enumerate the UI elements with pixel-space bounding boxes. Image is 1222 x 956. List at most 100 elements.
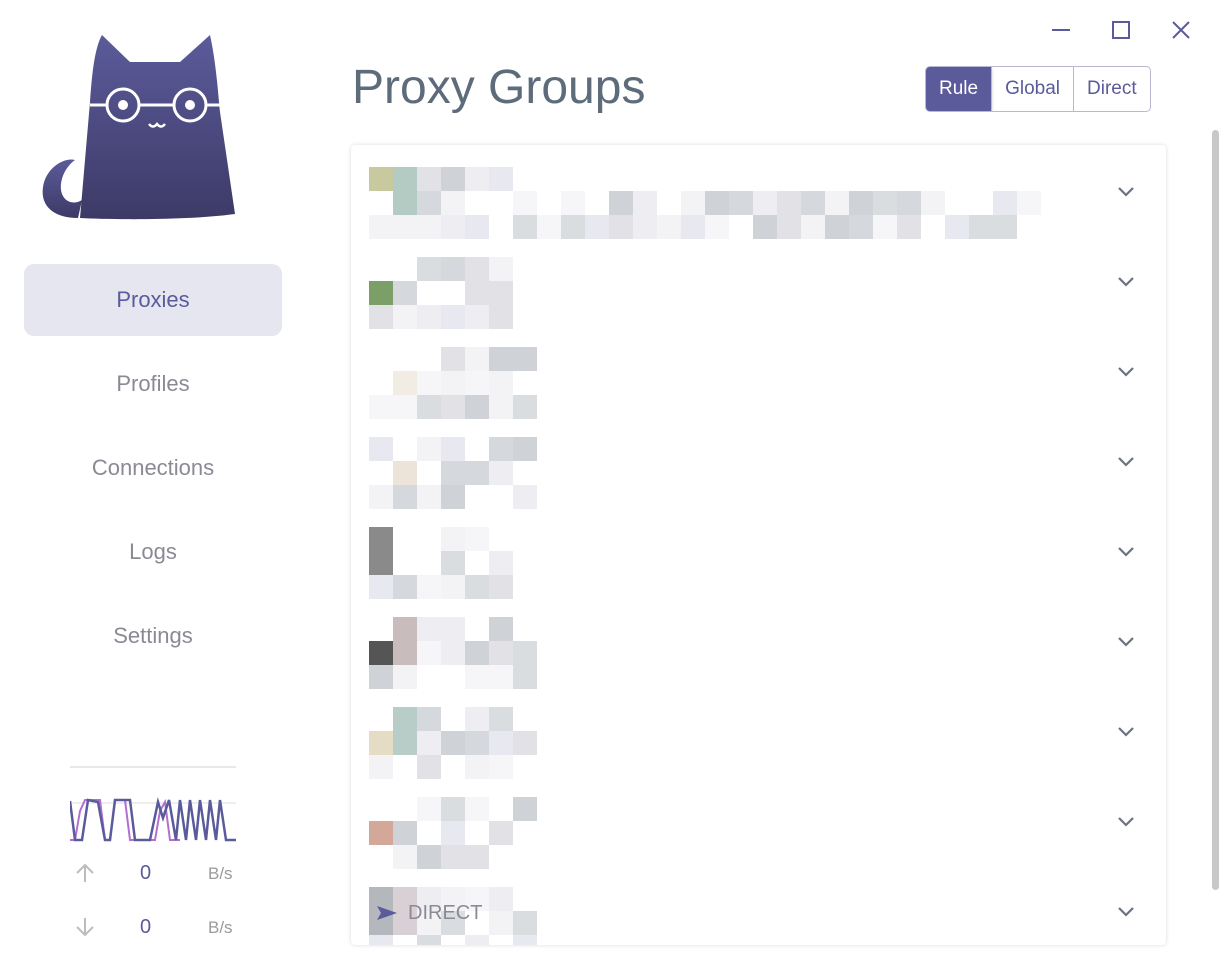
obscured-text-pixel (417, 395, 441, 419)
proxy-group-item[interactable] (351, 325, 1166, 419)
obscured-text-pixel (393, 215, 417, 239)
obscured-text-pixel (513, 731, 537, 755)
obscured-text-pixel (393, 485, 417, 509)
chevron-down-icon[interactable] (1116, 811, 1136, 831)
obscured-text-pixel (369, 935, 393, 945)
obscured-text-pixel (849, 215, 873, 239)
obscured-text-pixel (393, 281, 417, 305)
obscured-text-pixel (441, 551, 465, 575)
chevron-down-icon[interactable] (1116, 271, 1136, 291)
minimize-icon[interactable] (1049, 18, 1073, 42)
sidebar-item-settings[interactable]: Settings (24, 600, 282, 672)
proxy-group-item[interactable] (351, 505, 1166, 599)
obscured-text-pixel (465, 281, 489, 305)
obscured-text-pixel (441, 575, 465, 599)
maximize-icon[interactable] (1109, 18, 1133, 42)
obscured-text-pixel (393, 191, 417, 215)
upload-speed-value: 0 (140, 862, 152, 884)
obscured-text-pixel (585, 215, 609, 239)
obscured-text-pixel (441, 731, 465, 755)
obscured-text-pixel (369, 167, 393, 191)
sidebar-item-connections[interactable]: Connections (24, 432, 282, 504)
obscured-text-pixel (897, 215, 921, 239)
mode-rule-button[interactable]: Rule (926, 67, 992, 111)
obscured-text-pixel (609, 191, 633, 215)
chevron-down-icon[interactable] (1116, 541, 1136, 561)
chevron-down-icon[interactable] (1116, 721, 1136, 741)
proxy-group-list: DIRECT (351, 145, 1166, 945)
obscured-text-pixel (441, 797, 465, 821)
current-proxy-label: DIRECT (408, 902, 483, 924)
obscured-text-pixel (465, 845, 489, 869)
obscured-text-pixel (681, 215, 705, 239)
proxy-group-item[interactable] (351, 595, 1166, 689)
page-title: Proxy Groups (352, 61, 646, 114)
obscured-text-pixel (513, 797, 537, 821)
obscured-text-pixel (369, 305, 393, 329)
chevron-down-icon[interactable] (1116, 451, 1136, 471)
chevron-down-icon[interactable] (1116, 901, 1136, 921)
sidebar-item-proxies[interactable]: Proxies (24, 264, 282, 336)
obscured-text-pixel (441, 215, 465, 239)
obscured-text-pixel (417, 305, 441, 329)
obscured-text-pixel (393, 731, 417, 755)
proxy-group-item[interactable] (351, 235, 1166, 329)
obscured-text-pixel (417, 371, 441, 395)
obscured-text-pixel (393, 665, 417, 689)
sidebar-item-logs[interactable]: Logs (24, 516, 282, 588)
obscured-text-pixel (489, 167, 513, 191)
obscured-text-pixel (393, 845, 417, 869)
obscured-text-pixel (969, 215, 993, 239)
obscured-text-pixel (537, 215, 561, 239)
obscured-text-pixel (633, 191, 657, 215)
obscured-text-pixel (441, 527, 465, 551)
mode-direct-button[interactable]: Direct (1073, 67, 1150, 111)
obscured-text-pixel (417, 911, 441, 935)
chevron-down-icon[interactable] (1116, 631, 1136, 651)
obscured-text-pixel (417, 707, 441, 731)
close-icon[interactable] (1169, 18, 1193, 42)
obscured-text-pixel (465, 797, 489, 821)
obscured-text-pixel (489, 371, 513, 395)
obscured-text-pixel (633, 215, 657, 239)
obscured-text-pixel (489, 575, 513, 599)
obscured-text-pixel (801, 215, 825, 239)
obscured-text-pixel (489, 347, 513, 371)
obscured-text-pixel (873, 191, 897, 215)
obscured-text-pixel (417, 641, 441, 665)
mode-global-button[interactable]: Global (991, 67, 1073, 111)
obscured-text-pixel (369, 527, 393, 551)
sidebar: Proxies Profiles Connections Logs Settings 0… (0, 0, 305, 956)
obscured-text-pixel (489, 437, 513, 461)
obscured-text-pixel (465, 641, 489, 665)
scrollbar[interactable] (1212, 130, 1219, 890)
obscured-text-pixel (465, 257, 489, 281)
proxy-group-item[interactable] (351, 145, 1166, 239)
obscured-text-pixel (753, 191, 777, 215)
obscured-text-pixel (705, 215, 729, 239)
proxy-group-item[interactable]: DIRECT (351, 865, 1166, 945)
obscured-text-pixel (393, 707, 417, 731)
proxy-group-item[interactable] (351, 685, 1166, 779)
obscured-text-pixel (417, 797, 441, 821)
obscured-text-pixel (417, 257, 441, 281)
obscured-text-pixel (513, 191, 537, 215)
obscured-text-pixel (441, 617, 465, 641)
obscured-text-pixel (561, 191, 585, 215)
obscured-text-pixel (393, 821, 417, 845)
traffic-graph (70, 766, 236, 842)
sidebar-item-label: Proxies (116, 287, 190, 312)
obscured-text-pixel (489, 281, 513, 305)
obscured-text-pixel (513, 437, 537, 461)
obscured-text-pixel (945, 215, 969, 239)
proxy-group-item[interactable] (351, 415, 1166, 509)
obscured-text-pixel (489, 641, 513, 665)
sidebar-item-profiles[interactable]: Profiles (24, 348, 282, 420)
proxy-group-item[interactable] (351, 775, 1166, 869)
obscured-text-pixel (393, 371, 417, 395)
obscured-text-pixel (393, 617, 417, 641)
chevron-down-icon[interactable] (1116, 361, 1136, 381)
obscured-text-pixel (417, 437, 441, 461)
chevron-down-icon[interactable] (1116, 181, 1136, 201)
sidebar-item-label: Connections (91, 455, 215, 480)
